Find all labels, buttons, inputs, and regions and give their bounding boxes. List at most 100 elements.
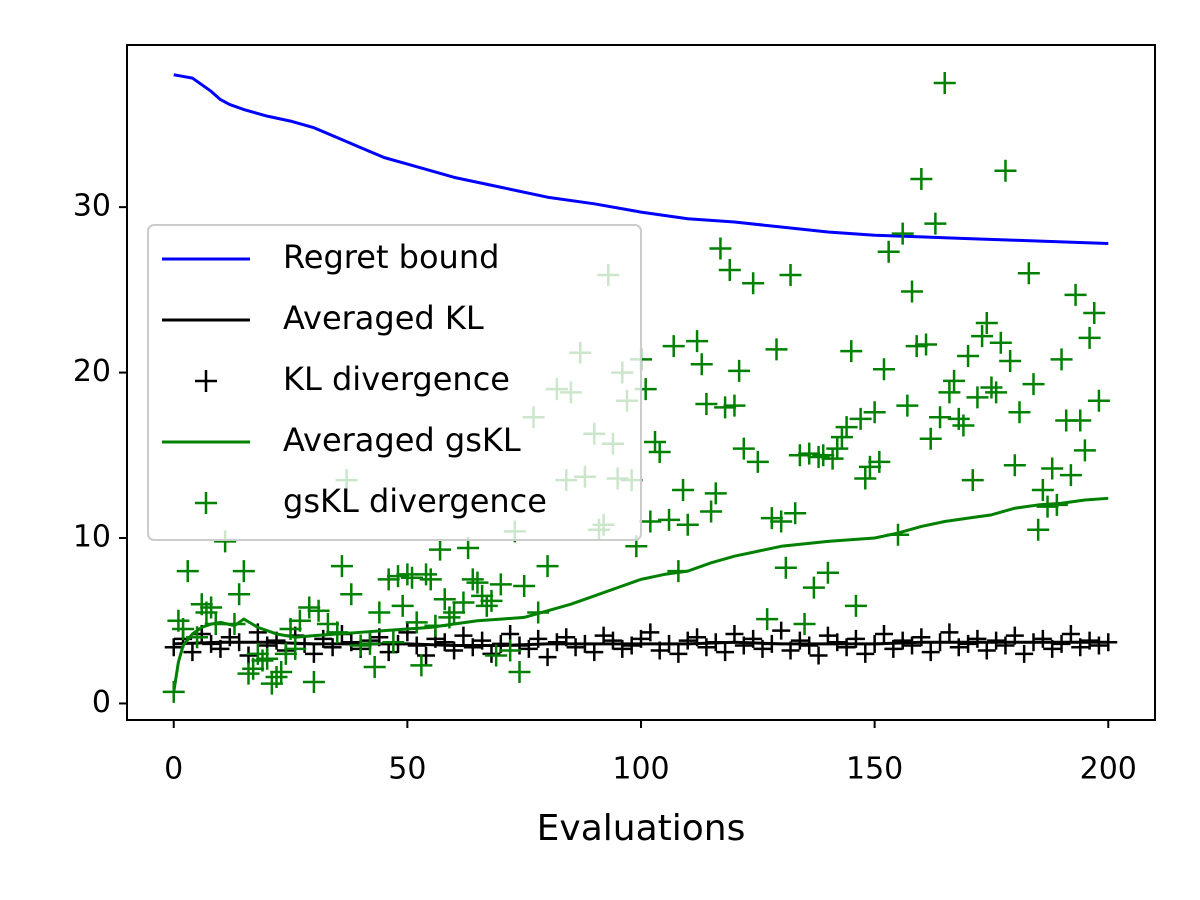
data-point: [723, 394, 746, 417]
data-point: [435, 633, 454, 652]
legend-label: KL divergence: [283, 360, 510, 398]
data-point: [1027, 518, 1050, 541]
x-tick-label: 0: [164, 752, 183, 787]
data-point: [929, 406, 952, 429]
data-point: [1050, 348, 1073, 371]
data-point: [901, 280, 924, 303]
data-point: [473, 631, 492, 650]
legend-label: Averaged KL: [283, 299, 484, 337]
data-point: [957, 345, 980, 368]
legend-box: [147, 224, 642, 541]
data-point: [891, 222, 914, 245]
data-point: [938, 381, 961, 404]
data-point: [667, 560, 690, 583]
data-point: [887, 523, 909, 546]
data-point: [454, 626, 473, 645]
data-point: [872, 358, 895, 381]
data-point: [725, 624, 744, 643]
data-point: [1022, 373, 1045, 396]
data-point: [798, 442, 821, 465]
data-point: [660, 634, 679, 653]
data-point: [877, 240, 900, 263]
data-point: [557, 628, 576, 647]
data-point: [765, 338, 788, 361]
data-point: [1008, 401, 1031, 424]
data-point: [302, 670, 325, 693]
data-point: [1015, 644, 1034, 663]
data-point: [330, 555, 353, 578]
data-point: [410, 654, 433, 677]
data-point: [200, 596, 223, 619]
data-point: [793, 613, 816, 636]
data-point: [342, 633, 361, 652]
data-point: [874, 624, 893, 643]
data-point: [519, 639, 538, 658]
data-point: [284, 637, 307, 660]
data-point: [256, 647, 279, 670]
data-point: [968, 629, 987, 648]
data-point: [251, 649, 274, 672]
data-point: [940, 623, 959, 642]
data-point: [837, 638, 856, 657]
data-point: [466, 571, 489, 594]
data-point: [536, 555, 559, 578]
x-axis-label: Evaluations: [537, 808, 746, 849]
data-point: [921, 643, 940, 662]
legend-swatch: [195, 492, 217, 514]
data-point: [912, 628, 931, 647]
data-point: [1083, 302, 1106, 325]
data-point: [527, 601, 550, 624]
data-point: [644, 431, 667, 454]
data-point: [538, 648, 557, 667]
data-point: [639, 510, 662, 533]
data-point: [547, 633, 566, 652]
data-point: [734, 636, 753, 655]
data-point: [849, 407, 872, 430]
data-point: [844, 594, 867, 617]
data-point: [884, 639, 903, 658]
data-point: [513, 574, 536, 597]
data-point: [358, 632, 381, 655]
data-point: [809, 646, 828, 665]
data-point: [1099, 633, 1118, 652]
data-point: [744, 629, 763, 648]
data-point: [307, 599, 330, 622]
data-point: [363, 656, 386, 679]
data-point: [603, 631, 622, 650]
data-point: [186, 626, 209, 649]
data-point: [405, 611, 428, 634]
data-point: [648, 440, 671, 463]
data-point: [742, 272, 765, 295]
data-point: [368, 601, 391, 624]
data-point: [959, 634, 978, 653]
data-point: [697, 638, 716, 657]
data-point: [760, 507, 783, 530]
data-point: [304, 644, 323, 663]
data-point: [349, 634, 372, 657]
data-point: [499, 639, 522, 662]
data-point: [1033, 629, 1052, 648]
data-point: [800, 636, 819, 655]
data-point: [779, 263, 802, 286]
data-point: [1061, 624, 1080, 643]
data-point: [211, 639, 230, 658]
data-point: [340, 583, 363, 606]
data-point: [1036, 495, 1059, 518]
data-point: [709, 237, 732, 260]
data-point: [985, 381, 1008, 404]
data-point: [706, 633, 725, 652]
data-point: [594, 626, 613, 645]
data-point: [915, 333, 938, 356]
data-point: [1089, 636, 1108, 655]
data-point: [672, 479, 695, 502]
data-point: [471, 584, 494, 607]
data-point: [529, 629, 548, 648]
data-point: [314, 629, 333, 648]
data-point: [868, 450, 891, 473]
data-point: [695, 393, 718, 416]
data-point: [987, 631, 1006, 650]
data-point: [650, 641, 669, 660]
plot-frame: [126, 44, 1156, 721]
data-point: [396, 563, 419, 586]
